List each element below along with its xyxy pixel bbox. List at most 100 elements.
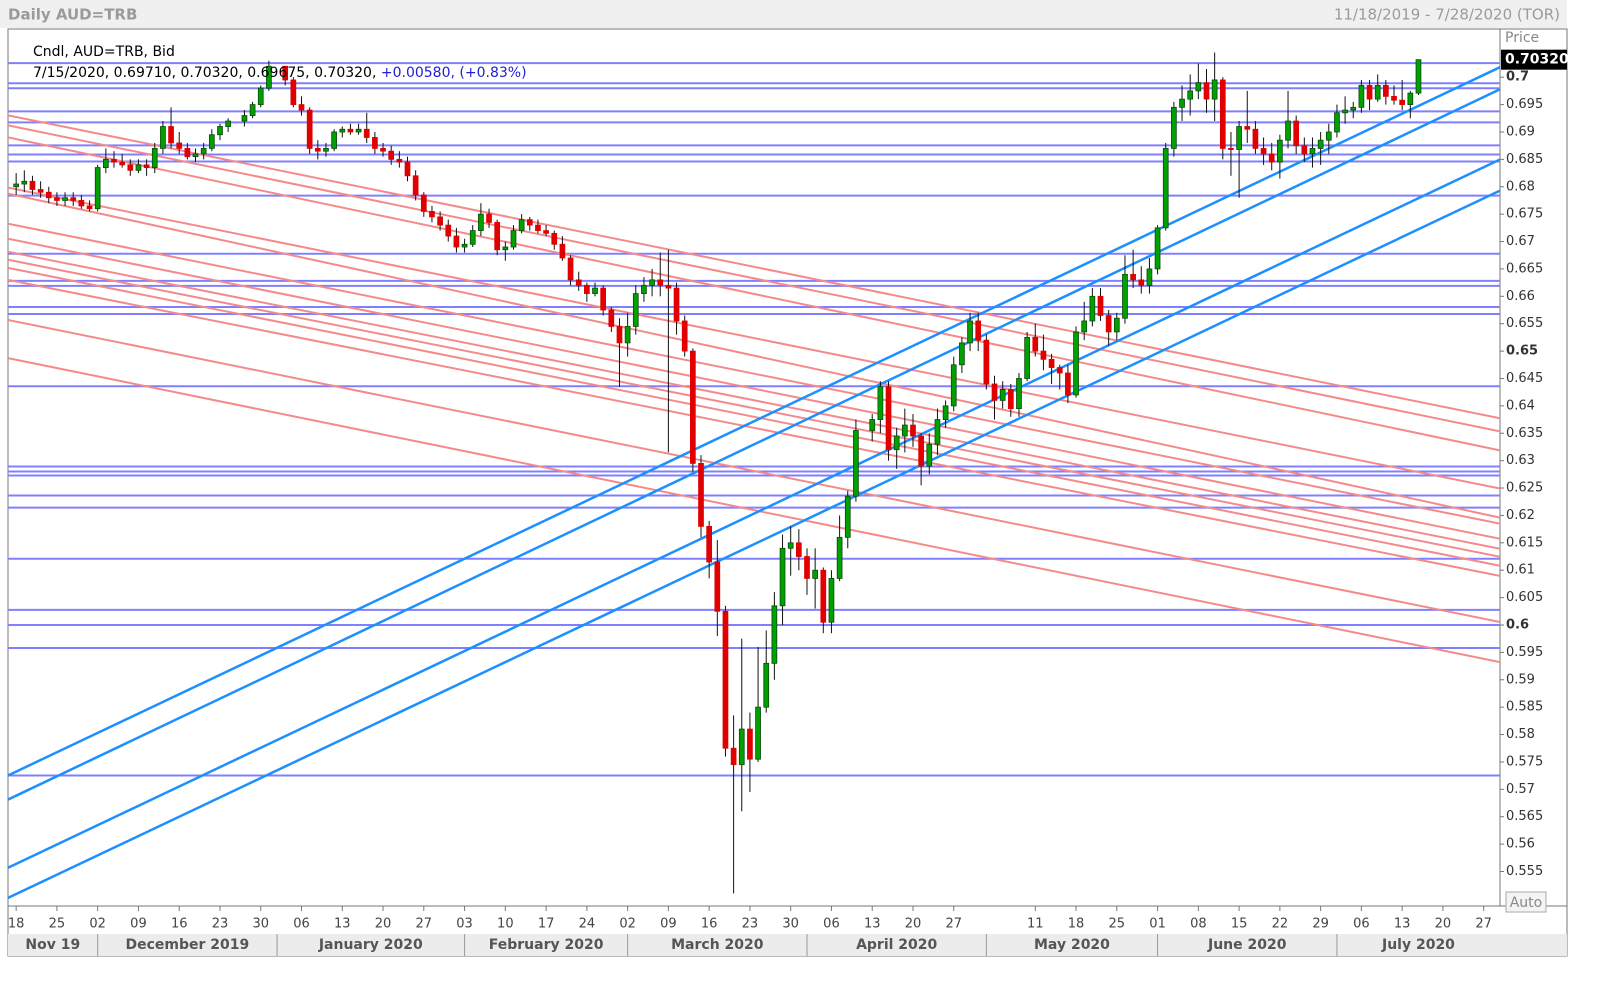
candle-body (877, 386, 884, 420)
x-tick-label: 18 (1068, 917, 1085, 932)
x-tick-label: 30 (782, 917, 799, 932)
candle-body (478, 213, 484, 231)
candle-body (200, 148, 207, 155)
support-line (8, 158, 1500, 869)
candle-body (934, 419, 941, 445)
candle-body (836, 536, 843, 579)
candle-body (486, 213, 492, 223)
candle-body (738, 728, 745, 766)
candle-body (45, 191, 52, 199)
study-label: Cndl, AUD=TRB, Bid (33, 44, 175, 60)
candle-body (706, 525, 713, 563)
x-tick-label: 20 (375, 917, 392, 932)
support-line (8, 66, 1500, 777)
candle-body (266, 65, 272, 89)
candle-body (249, 104, 256, 116)
auto-button-label[interactable]: Auto (1510, 895, 1543, 911)
x-tick-label: 03 (456, 917, 473, 932)
x-tick-label: 24 (579, 917, 596, 932)
candle-body (355, 128, 362, 133)
candle-body (950, 364, 957, 407)
candle-body (1244, 126, 1251, 130)
y-tick-label: 0.58 (1506, 727, 1535, 742)
candle-body (1056, 367, 1063, 374)
candle-body (1171, 106, 1177, 149)
candle-body (1301, 145, 1308, 155)
y-tick-label: 0.66 (1506, 289, 1535, 304)
candle-body (624, 326, 631, 344)
candle-body (1032, 337, 1039, 352)
y-tick-label: 0.695 (1506, 97, 1543, 112)
candle-body (1040, 350, 1047, 360)
candle-body (771, 605, 778, 664)
candle-body (372, 137, 378, 149)
y-tick-label: 0.67 (1506, 234, 1535, 249)
candle-body (323, 148, 329, 152)
candle-body (469, 230, 476, 245)
candle-body (13, 183, 19, 188)
candle-body (1325, 131, 1332, 141)
candle-body (1236, 126, 1242, 150)
candle-body (795, 542, 802, 557)
y-tick-label: 0.575 (1506, 754, 1543, 769)
candle-body (62, 197, 68, 201)
y-tick-label: 0.69 (1506, 124, 1535, 139)
x-tick-label: 13 (334, 917, 351, 932)
candle-body (567, 257, 574, 281)
candle-body (412, 175, 419, 196)
candle-body (208, 134, 215, 149)
candle-body (1415, 59, 1422, 94)
candle-body (1334, 112, 1340, 133)
candle-body (282, 65, 289, 81)
x-tick-label: 23 (212, 917, 229, 932)
candle-body (1268, 153, 1275, 163)
candle-body (1285, 120, 1291, 141)
x-tick-label: 06 (823, 917, 840, 932)
candle-body (722, 610, 729, 749)
x-tick-label: 20 (905, 917, 922, 932)
candle-body (1162, 148, 1169, 229)
candle-body (437, 216, 443, 226)
candle-body (217, 126, 223, 136)
resistance-line (8, 266, 1500, 567)
candle-body (160, 126, 166, 149)
candle-body (551, 232, 558, 245)
candle-body (649, 279, 655, 286)
candle-body (1342, 109, 1348, 114)
candle-body (942, 405, 949, 420)
resistance-line (8, 114, 1500, 420)
candle-body (1399, 99, 1406, 105)
x-tick-label: 16 (171, 917, 188, 932)
auto-button[interactable] (1505, 891, 1547, 913)
support-line (8, 88, 1500, 801)
candle-body (853, 430, 859, 497)
month-label: July 2020 (1381, 937, 1455, 953)
x-tick-label: 01 (1149, 917, 1166, 932)
candle-body (429, 211, 435, 218)
month-label: January 2020 (318, 937, 423, 953)
plot-layer (8, 52, 1500, 900)
y-tick-label: 0.665 (1506, 261, 1543, 276)
candle-body (1048, 358, 1055, 368)
month-band (8, 934, 1567, 956)
candle-body (453, 235, 460, 248)
candle-body (1228, 148, 1234, 150)
x-tick-label: 02 (89, 917, 106, 932)
candle-body (999, 389, 1006, 401)
candle-body (575, 279, 582, 286)
candle-body (192, 153, 199, 158)
x-tick-label: 27 (945, 917, 962, 932)
candle-body (1407, 92, 1414, 105)
candle-body (616, 326, 623, 344)
candle-body (657, 279, 664, 286)
change-text: +0.00580, (+0.83%) (381, 65, 527, 81)
candle-body (111, 158, 117, 163)
candle-body (151, 148, 158, 168)
resistance-line (8, 250, 1500, 550)
candle-body (331, 131, 337, 149)
candle-body (1391, 95, 1397, 101)
y-tick-label: 0.6 (1506, 617, 1529, 632)
date-range: 11/18/2019 - 7/28/2020 (TOR) (1334, 6, 1560, 24)
candle-body (991, 383, 998, 401)
